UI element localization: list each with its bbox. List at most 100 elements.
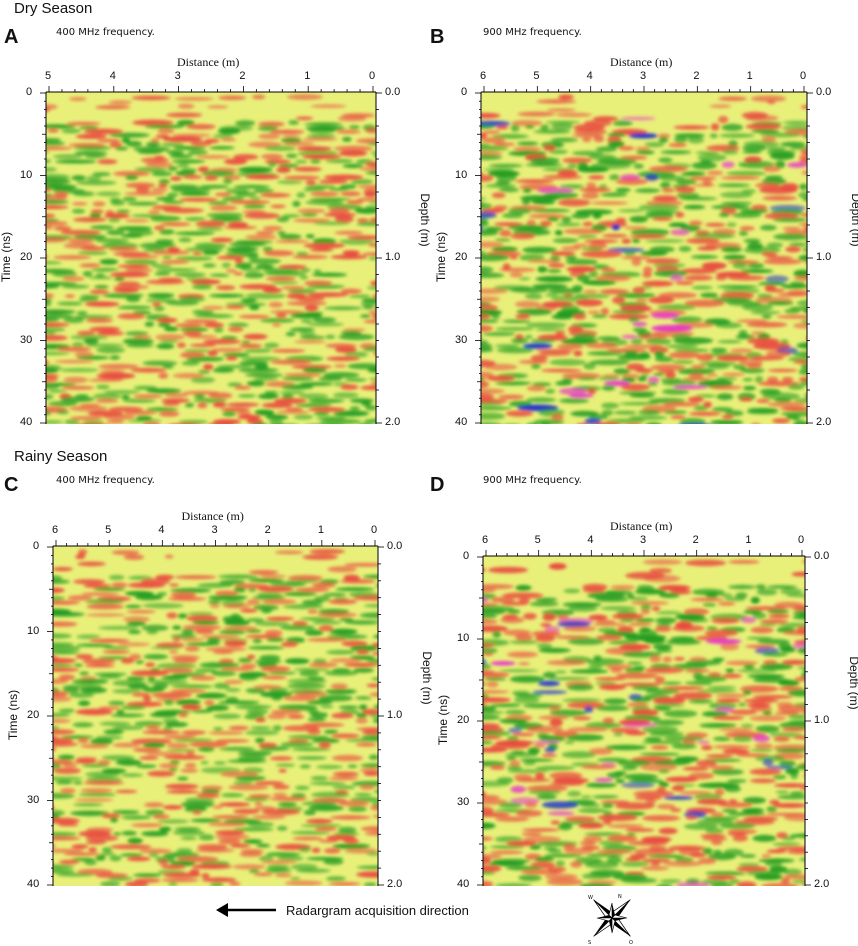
- reflection-band: [108, 100, 132, 105]
- reflection-band: [46, 410, 52, 416]
- distance-tick-label: 6: [482, 534, 489, 546]
- reflection-band: [533, 129, 571, 134]
- reflection-band: [304, 122, 343, 126]
- reflection-band: [483, 584, 514, 590]
- reflection-band: [159, 339, 179, 343]
- reflection-band: [210, 237, 234, 243]
- time-axis-label: Time (ns): [0, 231, 13, 283]
- reflection-band: [92, 172, 111, 177]
- reflection-band: [535, 276, 574, 283]
- reflection-band: [760, 663, 793, 670]
- reflection-band: [607, 140, 625, 148]
- reflection-band: [164, 393, 189, 398]
- reflection-band: [548, 563, 567, 570]
- reflection-band: [362, 574, 378, 579]
- reflection-band: [160, 222, 192, 227]
- reflection-band: [684, 681, 713, 686]
- reflection-band: [172, 829, 205, 836]
- panel-letter-c: C: [4, 474, 19, 496]
- reflection-band: [332, 771, 359, 777]
- time-axis-label: Time (ns): [436, 694, 450, 746]
- reflection-band: [126, 296, 141, 303]
- reflection-band: [156, 663, 197, 670]
- reflection-band: [279, 624, 315, 631]
- reflection-band: [666, 638, 702, 645]
- reflection-band: [567, 790, 582, 797]
- reflection-band: [702, 602, 717, 607]
- reflection-band: [355, 717, 368, 724]
- reflection-band: [246, 418, 264, 424]
- reflection-band: [766, 849, 787, 854]
- reflection-band: [506, 841, 537, 846]
- reflection-band: [644, 737, 663, 742]
- reflection-band: [586, 182, 597, 189]
- reflection-band: [313, 269, 322, 273]
- reflection-band: [335, 346, 357, 353]
- reflection-band: [133, 335, 152, 339]
- reflection-band: [248, 258, 281, 265]
- reflection-band: [620, 860, 650, 867]
- reflection-band: [702, 836, 728, 842]
- reflection-band: [514, 693, 544, 698]
- reflection-band: [630, 601, 670, 606]
- reflection-band: [369, 217, 376, 223]
- reflection-band: [660, 150, 692, 155]
- reflection-band: [356, 871, 378, 878]
- reflection-band: [796, 665, 805, 670]
- reflection-band: [581, 192, 600, 199]
- reflection-band: [303, 243, 346, 249]
- reflection-band: [197, 402, 208, 409]
- reflection-band: [201, 170, 236, 177]
- reflection-band: [53, 633, 72, 639]
- time-tick-label: 20: [20, 251, 33, 263]
- reflection-band: [782, 226, 801, 231]
- reflection-band: [76, 180, 117, 186]
- reflection-band: [238, 314, 270, 319]
- reflection-band: [130, 823, 163, 828]
- reflection-band: [483, 865, 502, 873]
- reflection-band: [322, 592, 347, 597]
- reflection-band: [483, 681, 486, 686]
- reflection-band: [81, 763, 110, 768]
- reflection-band: [710, 419, 744, 424]
- reflection-band: [701, 745, 713, 751]
- reflection-band: [625, 666, 644, 674]
- reflection-band: [46, 331, 56, 336]
- reflection-band: [132, 119, 174, 126]
- reflection-band: [53, 836, 81, 841]
- radargram-axes: [40, 86, 382, 424]
- reflection-band: [284, 372, 323, 377]
- reflection-band: [117, 305, 152, 310]
- reflection-band: [803, 309, 807, 314]
- reflection-band: [761, 252, 778, 257]
- reflection-band: [157, 819, 189, 824]
- reflection-band: [508, 207, 532, 215]
- reflection-band: [184, 247, 224, 252]
- reflection-band: [712, 716, 745, 720]
- reflection-band: [783, 868, 802, 876]
- reflection-band: [685, 237, 720, 244]
- reflection-band: [332, 843, 371, 849]
- reflection-band: [56, 410, 70, 415]
- reflection-band: [343, 662, 378, 667]
- reflection-band: [282, 134, 301, 138]
- reflection-band: [672, 359, 695, 365]
- reflection-band: [264, 629, 283, 636]
- reflection-band: [357, 197, 376, 202]
- reflection-band: [687, 396, 704, 403]
- reflection-band: [53, 729, 76, 735]
- reflection-band: [746, 636, 773, 640]
- reflection-band: [299, 331, 317, 337]
- reflection-band: [582, 279, 617, 286]
- reflection-band: [481, 241, 504, 248]
- reflection-band: [238, 674, 258, 681]
- reflection-band: [776, 315, 807, 319]
- reflection-band: [63, 852, 101, 856]
- reflection-band: [531, 208, 571, 213]
- reflection-band: [780, 877, 790, 884]
- distance-tick-label: 5: [533, 70, 540, 82]
- reflection-band: [587, 387, 597, 395]
- reflection-band: [780, 646, 796, 653]
- reflection-band: [738, 702, 747, 707]
- reflection-band: [229, 241, 266, 247]
